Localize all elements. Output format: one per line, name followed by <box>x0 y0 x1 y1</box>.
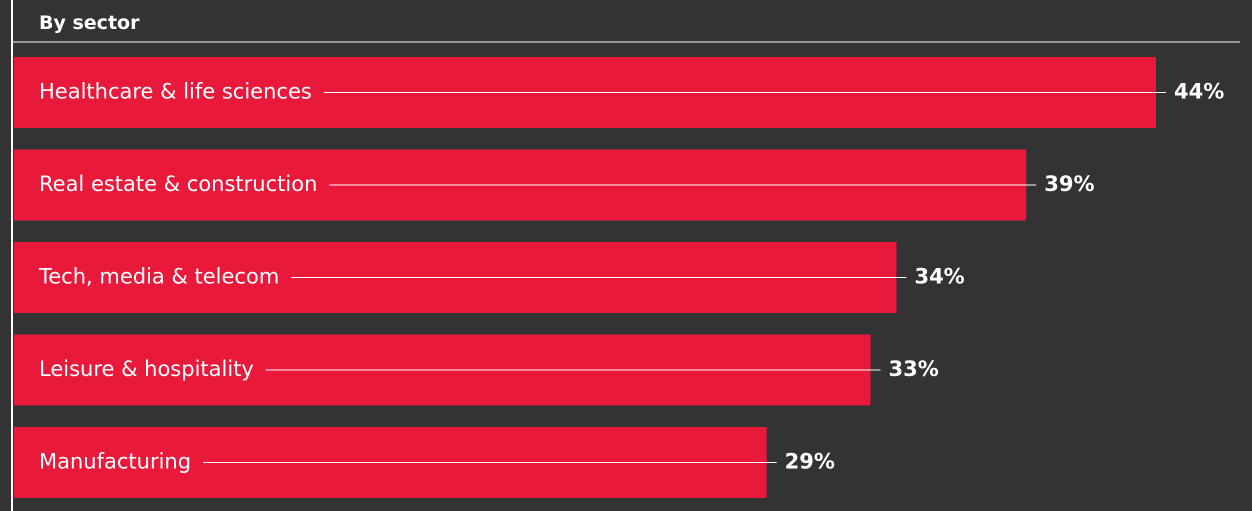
bar-value-label: 29% <box>785 450 835 474</box>
bar-value-label: 44% <box>1174 80 1224 104</box>
bar-category-label: Tech, media & telecom <box>38 265 279 289</box>
bar-value-label: 34% <box>914 265 964 289</box>
bar-category-label: Leisure & hospitality <box>39 357 254 381</box>
bar-value-label: 39% <box>1044 172 1094 196</box>
bar-category-label: Real estate & construction <box>39 172 317 196</box>
chart-heading: By sector <box>39 12 140 34</box>
bars-group: Healthcare & life sciences 44% Real estate… <box>14 57 1224 498</box>
bar-value-label: 33% <box>889 357 939 381</box>
bar-category-label: Manufacturing <box>39 450 191 474</box>
bar-category-label: Healthcare & life sciences <box>39 80 312 104</box>
